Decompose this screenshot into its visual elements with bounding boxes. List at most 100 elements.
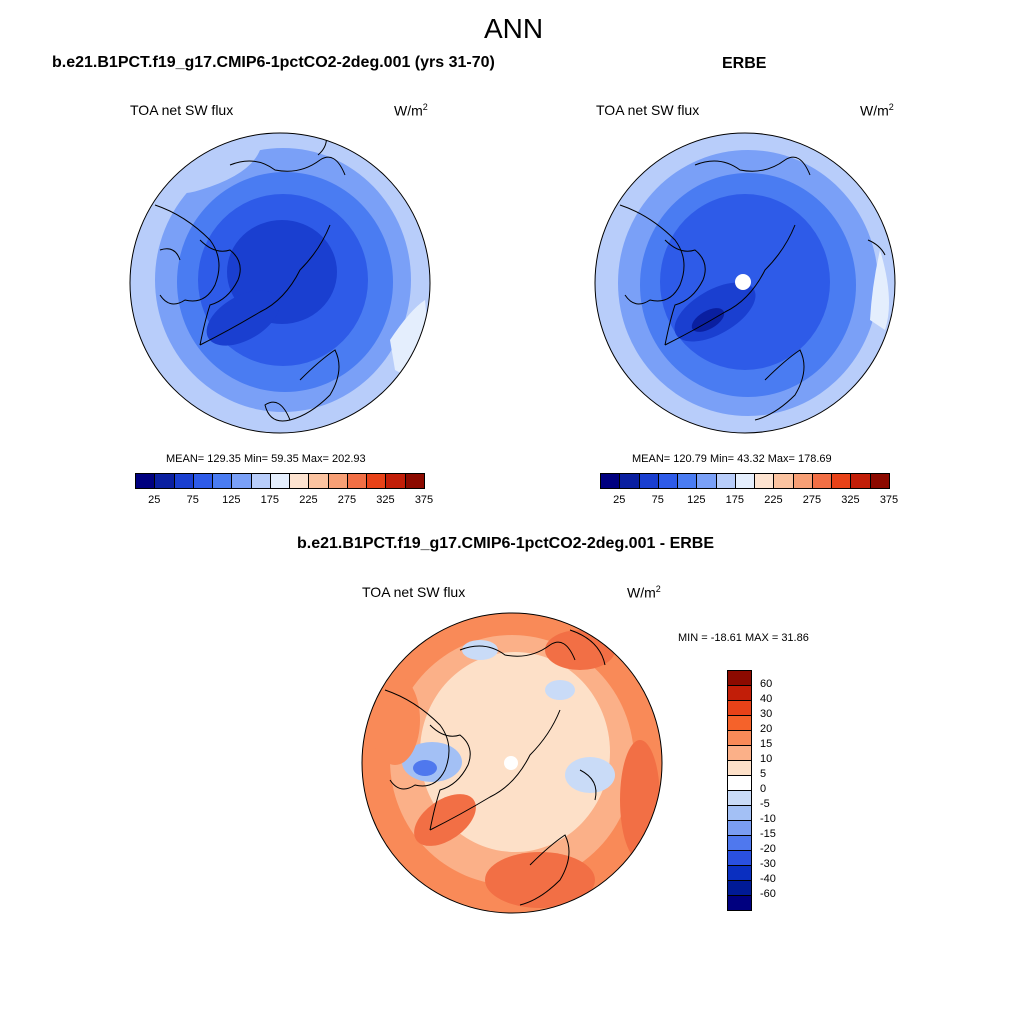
colorbar-cell bbox=[727, 880, 752, 896]
colorbar-tick-label: 375 bbox=[414, 494, 434, 506]
colorbar-tick-label: 225 bbox=[764, 494, 783, 506]
colorbar-cell bbox=[727, 850, 752, 866]
colorbar-tick-label: 25 bbox=[613, 494, 626, 506]
colorbar-tick-label: 5 bbox=[760, 768, 767, 780]
colorbar-tick-label: 325 bbox=[841, 494, 860, 506]
colorbar-tick-label: -60 bbox=[760, 888, 776, 900]
colorbar-cell bbox=[385, 473, 406, 489]
colorbar-tick-label: 125 bbox=[687, 494, 706, 506]
colorbar-cell bbox=[773, 473, 794, 489]
colorbar-cell bbox=[696, 473, 717, 489]
colorbar-cell bbox=[638, 473, 659, 489]
colorbar-cell bbox=[154, 473, 175, 489]
diff-colorbar bbox=[727, 670, 752, 911]
obs-stats: MEAN= 120.79 Min= 43.32 Max= 178.69 bbox=[632, 453, 832, 465]
model-field-label: TOA net SW flux bbox=[130, 102, 234, 118]
obs-panel-header: ERBE bbox=[722, 55, 767, 72]
model-colorbar bbox=[135, 473, 425, 489]
diff-colorbar-ticks: 60 40 30 20 15 10 5 0 -5 -10 -15 -20 -30 -40 -60 bbox=[758, 670, 798, 910]
colorbar-cell bbox=[715, 473, 736, 489]
colorbar-cell bbox=[135, 473, 156, 489]
colorbar-cell bbox=[727, 730, 752, 746]
colorbar-tick-label: 40 bbox=[760, 693, 773, 705]
colorbar-tick-label: 0 bbox=[760, 783, 767, 795]
colorbar-tick-label: -15 bbox=[760, 828, 776, 840]
colorbar-cell bbox=[754, 473, 775, 489]
colorbar-cell bbox=[792, 473, 813, 489]
colorbar-tick-label: 15 bbox=[760, 738, 773, 750]
colorbar-cell bbox=[269, 473, 291, 489]
colorbar-tick-label: 125 bbox=[222, 494, 241, 506]
colorbar-tick-label: 325 bbox=[376, 494, 395, 506]
colorbar-cell bbox=[727, 670, 752, 686]
colorbar-cell bbox=[850, 473, 871, 489]
colorbar-tick-label: 25 bbox=[148, 494, 161, 506]
colorbar-cell bbox=[173, 473, 194, 489]
obs-colorbar-ticks: 25 75 125 175 225 275 325 375 bbox=[600, 494, 898, 508]
colorbar-cell bbox=[727, 760, 752, 776]
colorbar-cell bbox=[308, 473, 329, 489]
colorbar-cell bbox=[727, 745, 752, 761]
colorbar-cell bbox=[869, 473, 890, 489]
colorbar-cell bbox=[727, 820, 752, 836]
colorbar-cell bbox=[727, 790, 752, 806]
colorbar-cell bbox=[727, 865, 752, 881]
colorbar-tick-label: 275 bbox=[802, 494, 822, 506]
diff-coastlines bbox=[384, 629, 606, 906]
colorbar-tick-label: -10 bbox=[760, 813, 776, 825]
diff-units: W/m2 bbox=[627, 584, 661, 601]
colorbar-cell bbox=[231, 473, 252, 489]
model-units: W/m2 bbox=[394, 102, 428, 119]
colorbar-cell bbox=[346, 473, 368, 489]
colorbar-tick-label: 375 bbox=[879, 494, 899, 506]
diff-map bbox=[362, 613, 662, 913]
colorbar-tick-label: 175 bbox=[725, 494, 745, 506]
colorbar-cell bbox=[600, 473, 621, 489]
diff-stats: MIN = -18.61 MAX = 31.86 bbox=[678, 632, 809, 644]
obs-units: W/m2 bbox=[860, 102, 894, 119]
colorbar-tick-label: 10 bbox=[760, 753, 773, 765]
colorbar-tick-label: 175 bbox=[260, 494, 280, 506]
model-stats: MEAN= 129.35 Min= 59.35 Max= 202.93 bbox=[166, 453, 366, 465]
colorbar-cell bbox=[727, 700, 752, 716]
colorbar-cell bbox=[677, 473, 698, 489]
colorbar-cell bbox=[192, 473, 214, 489]
colorbar-cell bbox=[250, 473, 271, 489]
colorbar-tick-label: -20 bbox=[760, 843, 776, 855]
colorbar-cell bbox=[327, 473, 348, 489]
colorbar-tick-label: 60 bbox=[760, 678, 773, 690]
model-colorbar-ticks: 25 75 125 175 225 275 325 375 bbox=[135, 494, 433, 508]
model-coastlines bbox=[154, 133, 346, 422]
colorbar-tick-label: 75 bbox=[186, 494, 199, 506]
colorbar-cell bbox=[727, 715, 752, 731]
colorbar-tick-label: 275 bbox=[337, 494, 357, 506]
diff-panel-header: b.e21.B1PCT.f19_g17.CMIP6-1pctCO2-2deg.0… bbox=[297, 535, 715, 552]
colorbar-cell bbox=[831, 473, 852, 489]
colorbar-cell bbox=[657, 473, 679, 489]
colorbar-cell bbox=[727, 835, 752, 851]
main-title: ANN bbox=[484, 13, 544, 44]
colorbar-cell bbox=[404, 473, 425, 489]
colorbar-tick-label: -30 bbox=[760, 858, 776, 870]
colorbar-cell bbox=[811, 473, 833, 489]
diff-field-label: TOA net SW flux bbox=[362, 584, 466, 600]
obs-colorbar bbox=[600, 473, 890, 489]
obs-map bbox=[595, 133, 895, 433]
colorbar-cell bbox=[734, 473, 756, 489]
colorbar-tick-label: -5 bbox=[760, 798, 770, 810]
colorbar-cell bbox=[727, 775, 752, 791]
colorbar-cell bbox=[619, 473, 640, 489]
colorbar-cell bbox=[366, 473, 387, 489]
colorbar-tick-label: -40 bbox=[760, 873, 776, 885]
colorbar-tick-label: 20 bbox=[760, 723, 773, 735]
obs-field-label: TOA net SW flux bbox=[596, 102, 700, 118]
colorbar-cell bbox=[212, 473, 233, 489]
colorbar-cell bbox=[727, 895, 752, 911]
colorbar-tick-label: 75 bbox=[651, 494, 664, 506]
colorbar-cell bbox=[727, 685, 752, 701]
model-panel-header: b.e21.B1PCT.f19_g17.CMIP6-1pctCO2-2deg.0… bbox=[52, 54, 495, 71]
colorbar-tick-label: 30 bbox=[760, 708, 773, 720]
colorbar-tick-label: 225 bbox=[299, 494, 318, 506]
colorbar-cell bbox=[727, 805, 752, 821]
